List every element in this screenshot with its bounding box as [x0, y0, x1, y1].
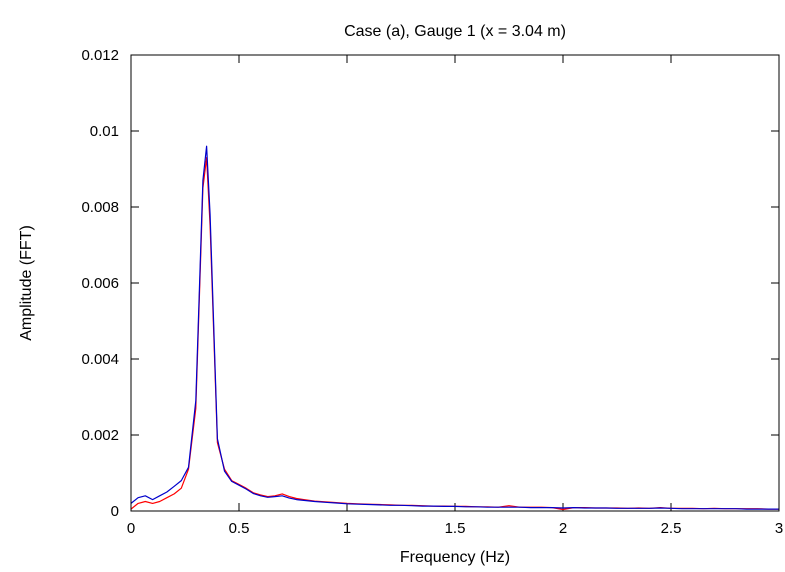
y-axis-label: Amplitude (FFT)	[18, 225, 35, 341]
x-tick-label: 2	[559, 520, 567, 537]
chart-title: Case (a), Gauge 1 (x = 3.04 m)	[344, 23, 566, 40]
x-axis-label: Frequency (Hz)	[400, 549, 510, 566]
y-tick-label: 0.004	[81, 351, 119, 368]
data-series	[130, 145, 779, 511]
series-line-2	[130, 145, 779, 510]
y-tick-label: 0.006	[81, 275, 119, 292]
plot-frame	[130, 54, 780, 512]
y-tick-label: 0.008	[81, 199, 119, 216]
x-tick-label: 3	[775, 520, 783, 537]
x-tick-label: 0.5	[229, 520, 250, 537]
x-tick-label: 2.5	[661, 520, 682, 537]
y-tick-label: 0	[111, 503, 119, 520]
axis-ticks: 0 0.5 1 1.5 2 2.5 3 0 0.002 0.004 0.006 0.008 0.01 0.…	[81, 47, 783, 537]
y-tick-label: 0.012	[81, 47, 119, 64]
x-tick-label: 0	[127, 520, 135, 537]
x-tick-label: 1.5	[445, 520, 466, 537]
series-line-1	[130, 157, 779, 511]
y-tick-label: 0.01	[90, 123, 119, 140]
y-tick-label: 0.002	[81, 427, 119, 444]
x-tick-label: 1	[343, 520, 351, 537]
